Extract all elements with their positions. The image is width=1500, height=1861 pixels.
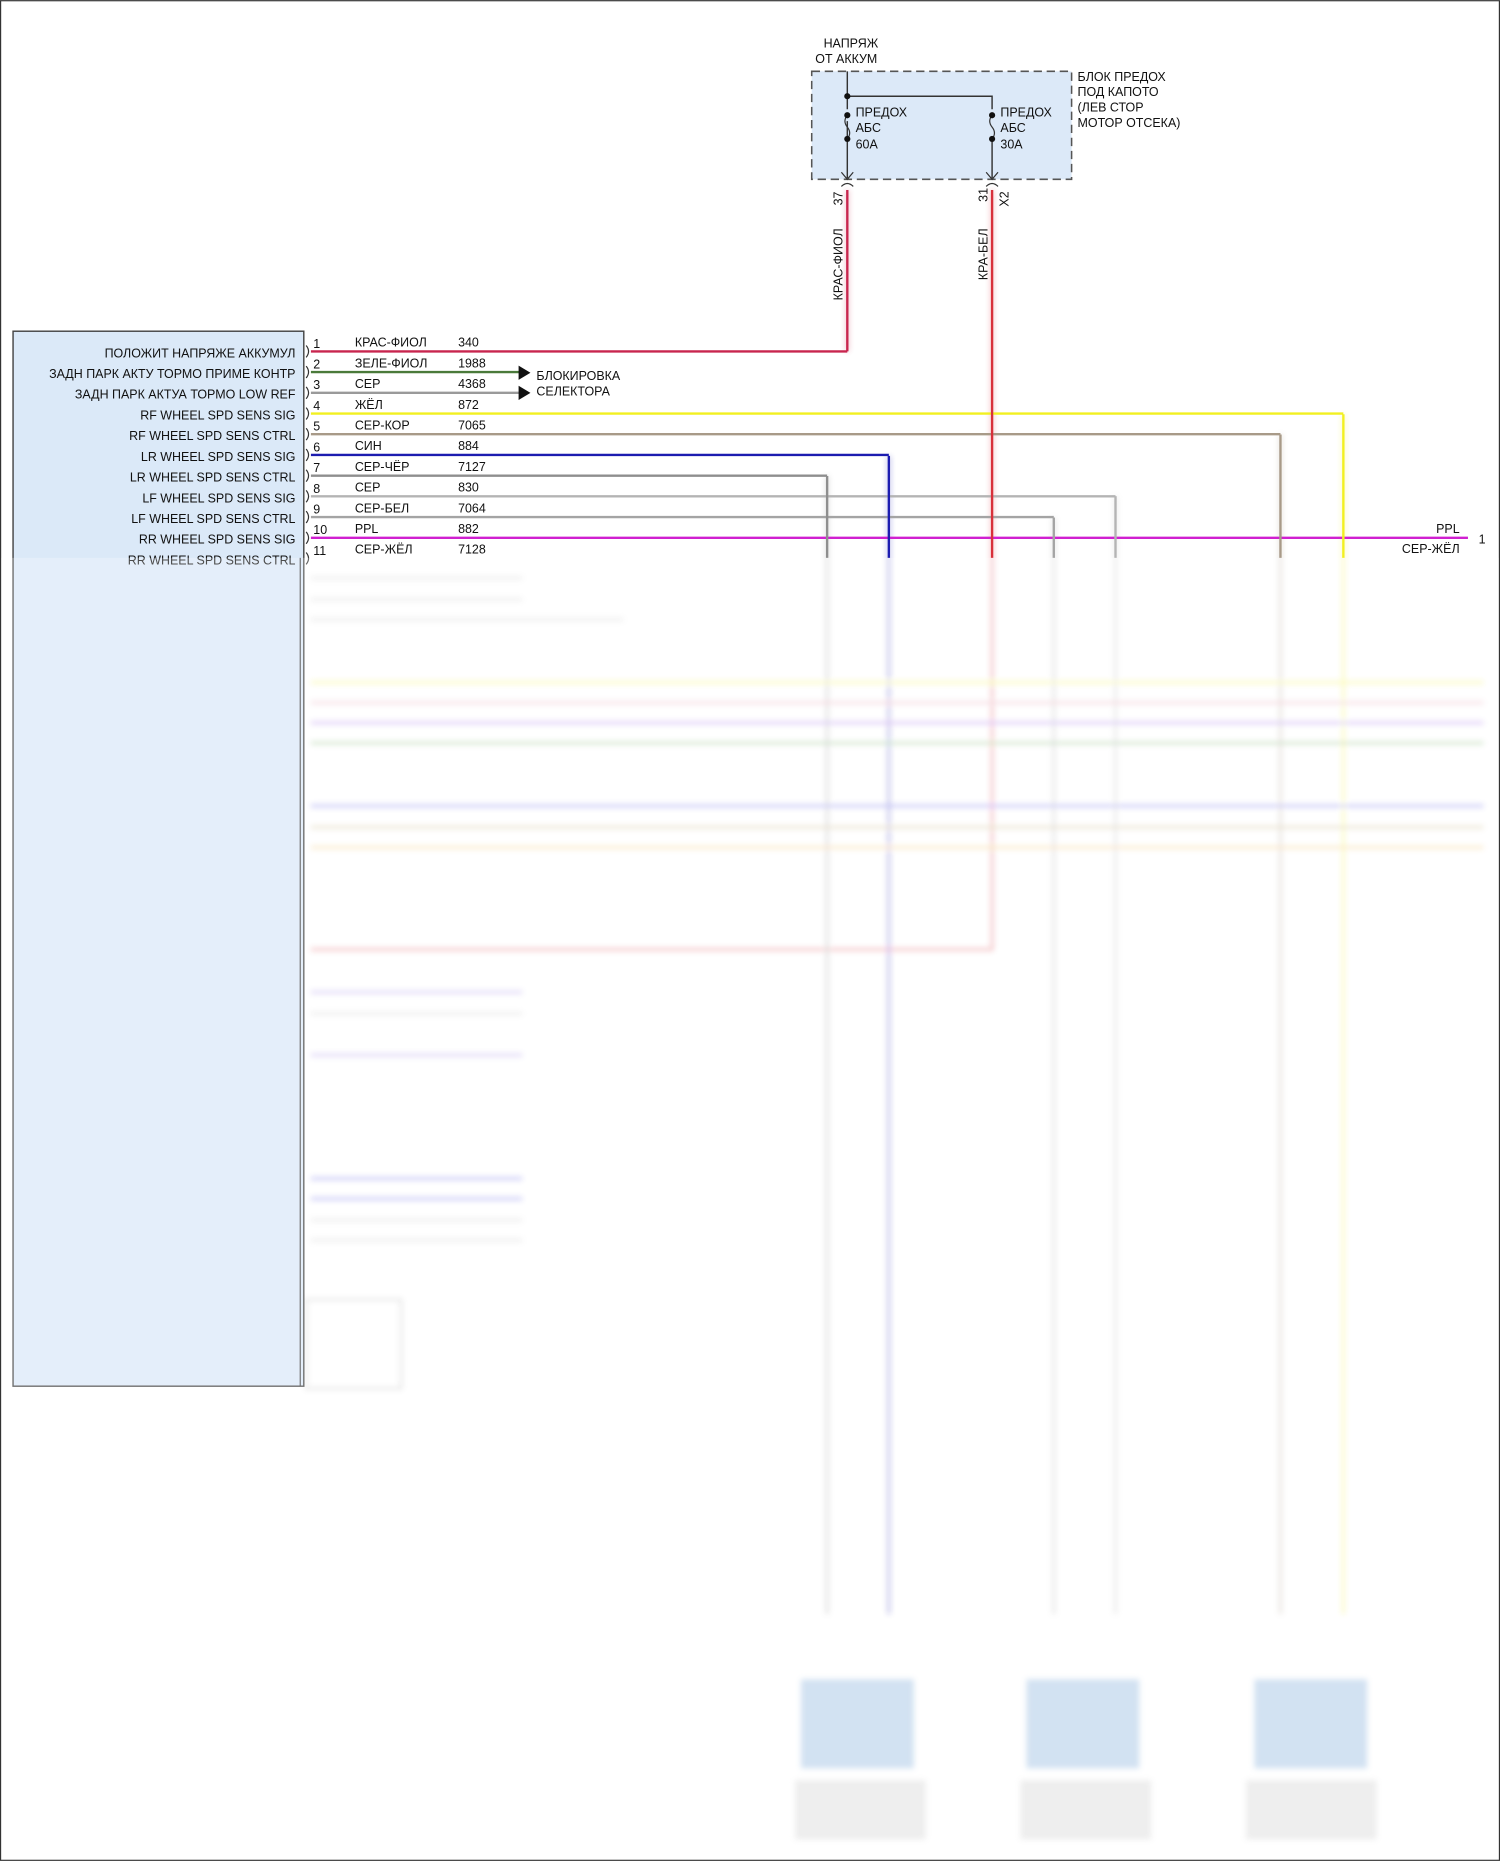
fuse-block: НАПРЯЖ ОТ АККУМ БЛОК ПРЕДОХ ПОД КАПОТО (…	[810, 37, 1181, 300]
pin-number: 7	[313, 461, 320, 475]
pin-terminal-icon	[305, 510, 310, 524]
pin-number: 3	[313, 378, 320, 392]
fuse-60a-name-2: АБС	[856, 121, 881, 135]
circuit-number: 884	[458, 439, 479, 453]
wire-color: СЕР-ЧЁР	[355, 460, 410, 474]
wire-routes: БЛОКИРОВКА СЕЛЕКТОРА PPL 1 СЕР-ЖЁЛ	[518, 189, 1486, 558]
circuit-number: 7128	[458, 543, 486, 557]
pin-label: RR WHEEL SPD SENS CTRL	[128, 553, 296, 567]
pin-terminal-icon	[305, 448, 310, 462]
pin-terminal-icon	[305, 469, 310, 482]
circuit-number: 4368	[458, 377, 486, 391]
pin-terminal-icon	[305, 386, 310, 400]
wire-color: СЕР	[355, 377, 381, 391]
right-wire-1: PPL	[1436, 522, 1460, 536]
pin-label: ПОЛОЖИТ НАПРЯЖЕ АККУМУЛ	[105, 346, 296, 360]
fuse-30a-connector: X2	[998, 191, 1012, 206]
circuit-number: 1988	[458, 356, 486, 370]
fuse-60a-pin: 37	[832, 191, 846, 205]
block-label-4: МОТОР ОТСЕКА)	[1078, 116, 1181, 130]
pin-label: LR WHEEL SPD SENS CTRL	[130, 471, 296, 485]
fuse-30a-name-1: ПРЕДОХ	[1000, 105, 1052, 119]
pin-terminal-icon	[305, 427, 310, 441]
wire-color: ЗЕЛЕ-ФИОЛ	[355, 356, 428, 370]
wire-color: СИН	[355, 439, 382, 453]
pin-label: RR WHEEL SPD SENS SIG	[139, 533, 296, 547]
block-label-2: ПОД КАПОТО	[1078, 85, 1159, 99]
right-wire-2: СЕР-ЖЁЛ	[1402, 542, 1460, 556]
wire-color: PPL	[355, 522, 379, 536]
circuit-number: 7127	[458, 460, 486, 474]
pin-number: 5	[313, 420, 320, 434]
pin-number: 4	[313, 399, 320, 413]
pin-terminal-icon	[305, 345, 310, 358]
circuit-number: 7064	[458, 501, 486, 515]
pin-number: 6	[313, 440, 320, 454]
source-label-2: ОТ АККУМ	[815, 52, 877, 66]
pin-number: 11	[313, 544, 326, 558]
pin-number: 2	[313, 358, 320, 372]
wire-color: ЖЁЛ	[355, 398, 383, 412]
pin-label: RF WHEEL SPD SENS CTRL	[129, 429, 295, 443]
selector-lock-label-2: СЕЛЕКТОРА	[536, 384, 610, 398]
pin-label: ЗАДН ПАРК АКТУА ТОРМО LOW REF	[75, 388, 296, 402]
pin-terminal-icon	[305, 365, 310, 379]
wire-color: СЕР	[355, 481, 381, 495]
wire-color: СЕР-ЖЁЛ	[355, 543, 413, 557]
fuse-30a-wire: КРА-БЕЛ	[976, 228, 990, 280]
block-label-1: БЛОК ПРЕДОХ	[1078, 70, 1167, 84]
source-label-1: НАПРЯЖ	[824, 37, 879, 51]
arrow-icon	[518, 365, 531, 380]
fuse-30a-rating: 30A	[1000, 137, 1023, 151]
circuit-number: 882	[458, 522, 479, 536]
wire-color: СЕР-БЕЛ	[355, 501, 409, 515]
pin-label: ЗАДН ПАРК АКТУ ТОРМО ПРИМЕ КОНТР	[49, 367, 295, 381]
pin-number: 8	[313, 482, 320, 496]
circuit-number: 7065	[458, 418, 486, 432]
right-pin-1: 1	[1479, 533, 1486, 547]
circuit-number: 340	[458, 336, 479, 350]
selector-lock-label-1: БЛОКИРОВКА	[536, 369, 621, 383]
pin-terminal-icon	[305, 407, 310, 420]
fuse-60a-name-1: ПРЕДОХ	[856, 105, 908, 119]
pin-number: 9	[313, 502, 320, 516]
blur-overlay	[1, 557, 1499, 1860]
circuit-number: 872	[458, 398, 479, 412]
fuse-60a-wire: КРАС-ФИОЛ	[832, 228, 846, 300]
abs-module	[12, 330, 305, 1387]
pin-number: 1	[313, 337, 320, 351]
pin-label: LR WHEEL SPD SENS SIG	[141, 450, 296, 464]
pin-label: RF WHEEL SPD SENS SIG	[140, 408, 295, 422]
pin-terminal-icon	[305, 531, 310, 545]
block-label-3: (ЛЕВ СТОР	[1078, 101, 1144, 115]
module-pin-rows: ПОЛОЖИТ НАПРЯЖЕ АККУМУЛ 1 КРАС-ФИОЛ 340 ЗАДН…	[49, 336, 1468, 567]
pin-terminal-icon	[305, 552, 310, 565]
wire-color: КРАС-ФИОЛ	[355, 336, 427, 350]
fuse-30a-name-2: АБС	[1000, 121, 1025, 135]
pin-label: LF WHEEL SPD SENS SIG	[142, 491, 295, 505]
circuit-number: 830	[458, 481, 479, 495]
fuse-60a-rating: 60A	[856, 137, 879, 151]
pin-number: 10	[313, 523, 327, 537]
pin-terminal-icon	[305, 490, 310, 503]
arrow-icon	[518, 385, 531, 401]
pin-label: LF WHEEL SPD SENS CTRL	[131, 512, 295, 526]
fuse-30a-pin: 31	[976, 188, 990, 202]
wire-color: СЕР-КОР	[355, 418, 410, 432]
